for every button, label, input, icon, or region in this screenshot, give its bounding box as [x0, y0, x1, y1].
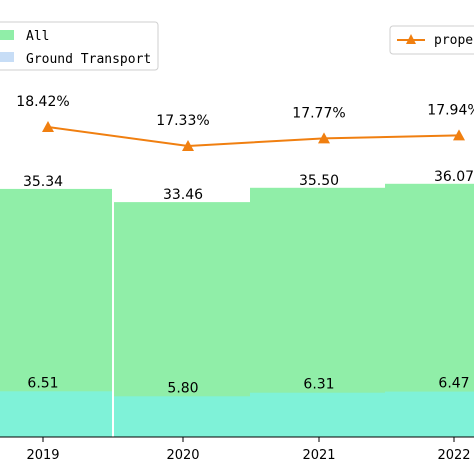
x-tick-label-2020: 2020 [166, 448, 199, 463]
bars-all-series [0, 183, 474, 437]
x-tick-label-2019: 2019 [26, 448, 59, 463]
bar-ground-transport-2019 [0, 391, 112, 437]
legend-swatch-all [0, 30, 14, 40]
legend-left: All Ground Transport [0, 21, 159, 71]
bars-ground-transport-series [0, 391, 474, 437]
data-label-all-2022: 36.07 [434, 169, 474, 185]
x-axis: 2019 2020 2021 2022 [0, 436, 474, 463]
data-label-ground-transport-2019: 6.51 [27, 375, 58, 391]
line-label-2021: 17.77% [292, 105, 345, 121]
data-label-ground-transport-2021: 6.31 [303, 377, 334, 393]
x-tick-label-2022: 2022 [437, 448, 470, 463]
line-label-2022: 17.94% [427, 102, 474, 118]
line-label-2019: 18.42% [16, 94, 69, 110]
line-marker-2019 [42, 121, 54, 133]
legend-right-frame [389, 25, 474, 55]
data-label-ground-transport-2020: 5.80 [167, 380, 198, 396]
proportion-line [47, 126, 460, 148]
line-marker-2021 [318, 132, 330, 144]
legend-label-ground-transport: Ground Transport [26, 52, 151, 67]
data-label-all-2020: 33.46 [163, 187, 203, 203]
bar-ground-transport-2021 [250, 392, 388, 437]
bar-ground-transport-2022 [385, 391, 474, 437]
legend-label-proportion: prope [434, 33, 473, 48]
line-marker-2020 [182, 140, 194, 151]
legend-left-frame [0, 21, 159, 71]
legend-swatch-ground-transport [0, 52, 14, 62]
line-marker-2022 [453, 129, 465, 141]
legend-triangle-marker [406, 34, 416, 44]
legend-right: prope [389, 25, 474, 55]
data-label-all-2021: 35.50 [299, 173, 339, 189]
bar-value-labels: 35.34 6.51 33.46 5.80 35.50 6.31 36.07 6.47 [23, 169, 474, 396]
proportion-line-series: 18.42% 17.33% 17.77% 17.94% [16, 94, 474, 151]
data-label-all-2019: 35.34 [23, 174, 63, 190]
data-label-ground-transport-2022: 6.47 [438, 376, 469, 392]
line-label-2020: 17.33% [156, 113, 209, 129]
bar-ground-transport-2020 [114, 396, 252, 437]
x-tick-label-2021: 2021 [302, 448, 335, 463]
legend-label-all: All [26, 29, 49, 44]
